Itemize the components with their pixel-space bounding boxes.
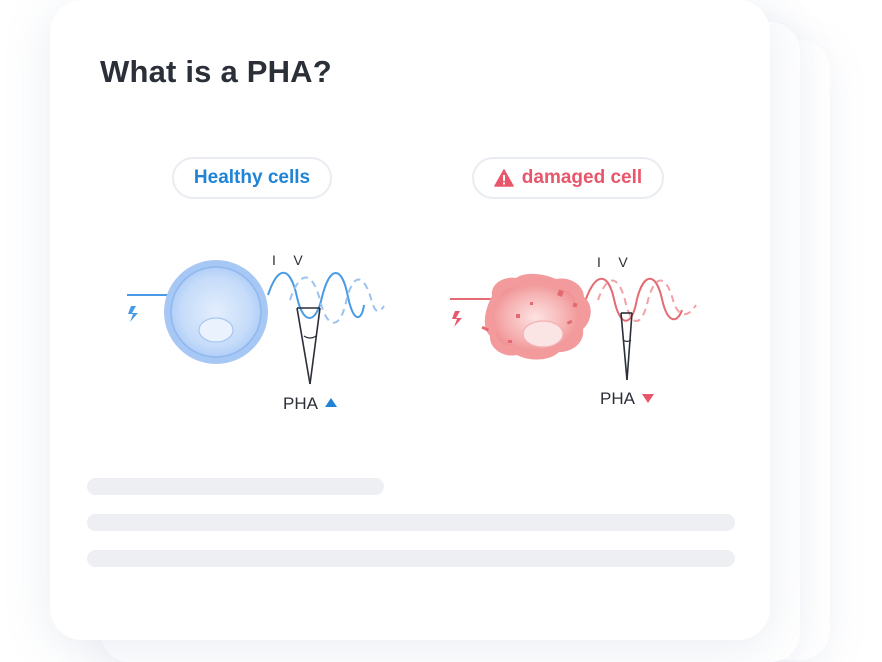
pha-diagram: I V PHA I V PHA (127, 252, 697, 413)
pha-angle-arc (622, 339, 632, 343)
healthy-current-wave (267, 271, 365, 319)
healthy-voltage-wave (289, 276, 385, 324)
text-placeholder-line (87, 550, 735, 567)
pha-angle-line-right (309, 307, 321, 385)
healthy-cells-badge: Healthy cells (172, 157, 332, 199)
damaged-cell-badge: damaged cell (472, 157, 664, 199)
healthy-pha-label: PHA (283, 394, 319, 413)
damaged-current-label: I (597, 254, 601, 270)
damaged-voltage-wave (597, 279, 697, 322)
page-title: What is a PHA? (100, 54, 332, 89)
damaged-cell-label: damaged cell (521, 167, 643, 188)
healthy-cell-diagram: I V PHA (127, 252, 385, 413)
triangle-down-icon (642, 394, 654, 403)
text-placeholder-line (87, 514, 735, 531)
pha-angle-line-left (620, 312, 628, 381)
damaged-current-wave (585, 278, 683, 322)
healthy-current-label: I (272, 252, 276, 268)
pha-angle-line-right (626, 312, 633, 381)
healthy-cells-label: Healthy cells (193, 167, 311, 188)
pha-angle-arc (303, 335, 317, 339)
triangle-up-icon (325, 398, 337, 407)
lightning-bolt-icon (452, 311, 462, 327)
damaged-cell-debris (481, 289, 578, 343)
lightning-bolt-icon (128, 306, 138, 322)
warning-triangle-icon (494, 169, 514, 187)
text-placeholder-line (87, 478, 384, 495)
pha-angle-line-left (296, 307, 311, 385)
damaged-pha-label: PHA (600, 389, 636, 408)
healthy-voltage-label: V (293, 252, 303, 268)
damaged-voltage-label: V (618, 254, 628, 270)
damaged-cell-diagram: I V PHA (450, 254, 697, 408)
damaged-cell-nucleus (522, 320, 564, 348)
healthy-cell-body (170, 266, 262, 358)
healthy-cell-nucleus (198, 317, 234, 343)
